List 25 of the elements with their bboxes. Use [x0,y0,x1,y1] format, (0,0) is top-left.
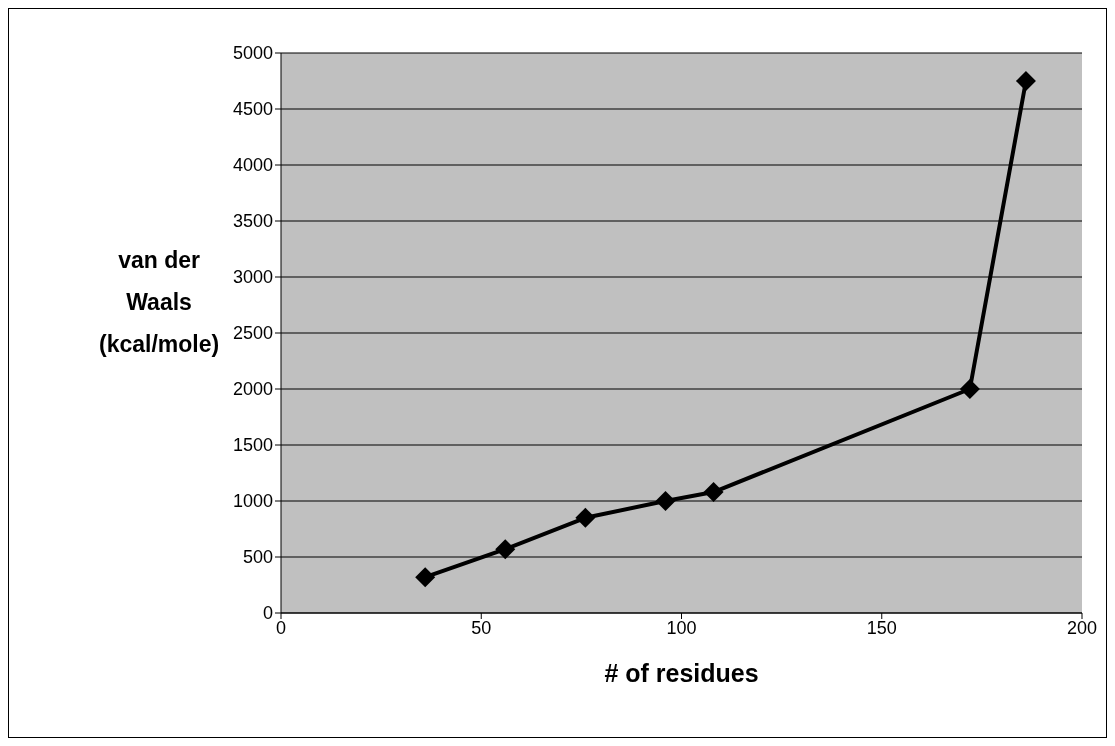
y-tick-label: 5000 [232,43,273,64]
y-tick-label: 0 [262,603,273,624]
y-tick-label: 1500 [232,435,273,456]
y-axis-title: van der Waals (kcal/mole) [99,246,220,359]
x-axis-title: # of residues [603,659,760,688]
y-tick-label: 3000 [232,267,273,288]
y-tick-label: 2500 [232,323,273,344]
y-tick-label: 1000 [232,491,273,512]
point [415,567,436,588]
x-tick-label: 50 [471,617,492,638]
x-tick-label: 0 [275,617,287,638]
y-tick-label: 3500 [232,211,273,232]
point [1015,71,1036,91]
x-tick-label: 150 [866,617,897,638]
point [703,482,724,503]
y-tick-label: 4000 [232,155,273,176]
y-tick-label: 2000 [232,379,273,400]
point [575,507,596,528]
x-tick-label: 100 [666,617,697,638]
point [655,491,676,511]
point [495,539,516,560]
y-tick-label: 500 [242,547,273,568]
point [959,379,980,399]
y-tick-label: 4500 [232,99,273,120]
x-tick-label: 200 [1066,617,1098,638]
